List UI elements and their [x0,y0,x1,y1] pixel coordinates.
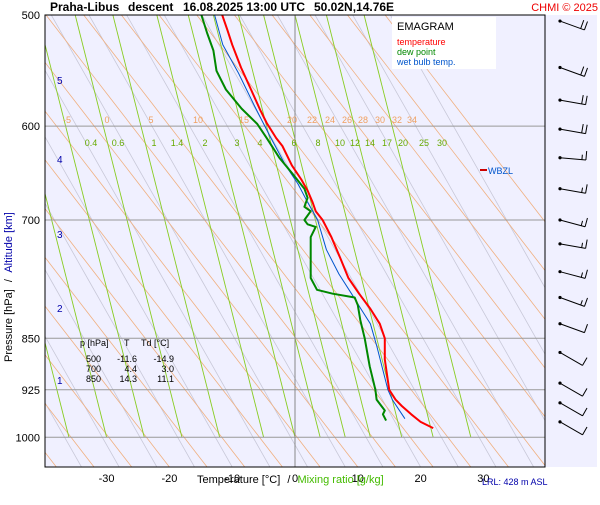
wind-barb-station [558,218,561,221]
wind-barb-station [558,99,561,102]
mixing-ratio-label: 12 [350,138,360,148]
wind-barb-station [558,270,561,273]
mixing-ratio-label: 1.4 [171,138,184,148]
lrl-label: LRL: 428 m ASL [482,477,548,487]
wind-barb-station [558,19,561,22]
mixing-ratio-label: 4 [257,138,262,148]
dry-adiabat-label: 34 [407,115,417,125]
wind-barb-station [558,187,561,190]
wind-barb-station [558,156,561,159]
mixing-ratio-label: 20 [398,138,408,148]
xlabel-mixing: Mixing ratio [g/kg] [297,474,383,486]
mixing-ratio-label: 8 [315,138,320,148]
pressure-tick-label: 850 [22,333,40,345]
legend-dewpoint: dew point [397,47,436,57]
mixing-ratio-label: 2 [202,138,207,148]
dry-adiabat-label: 32 [392,115,402,125]
table-cell: 700 [86,364,101,374]
dry-adiabat-label: 15 [239,115,249,125]
xlabel-sep: / [287,474,291,486]
wind-barb-station [558,128,561,131]
mixing-ratio-label: 3 [234,138,239,148]
credit: CHMI © 2025 [531,2,598,14]
altitude-tick-label: 5 [57,76,63,87]
wind-barb-station [558,66,561,69]
ylabel: Pressure [hPa] / Altitude [km] [3,212,15,362]
temperature-tick-label: -20 [161,473,177,485]
table-cell: 11.1 [157,374,174,384]
wind-barb-station [558,242,561,245]
pressure-tick-label: 1000 [16,432,40,444]
temperature-tick-label: -30 [99,473,115,485]
table-header-p: p [hPa] [80,338,109,348]
pressure-tick-label: 700 [22,215,40,227]
header-coords: 50.02N,14.76E [314,0,394,14]
mixing-ratio-label: 6 [291,138,296,148]
dry-adiabat-label: -5 [63,115,71,125]
table-header-td: Td [°C] [141,338,169,348]
legend-title: EMAGRAM [397,21,454,33]
xlabel: Temperature [°C] / Mixing ratio [g/kg] [197,474,384,486]
wind-barb-station [558,401,561,404]
mixing-ratio-label: 30 [437,138,447,148]
wind-barb-station [558,420,561,423]
altitude-tick-label: 4 [57,155,63,166]
altitude-tick-label: 1 [57,376,63,387]
mixing-ratio-label: 14 [365,138,375,148]
mixing-ratio-label: 25 [419,138,429,148]
wind-barb-station [558,382,561,385]
dry-adiabat-label: 0 [104,115,109,125]
legend-wetbulb: wet bulb temp. [396,57,456,67]
header-station: Praha-Libus [50,0,120,14]
table-header-t: T [124,338,130,348]
mixing-ratio-label: 10 [335,138,345,148]
table-cell: 3.0 [161,364,174,374]
ylabel-altitude: Altitude [km] [3,212,15,273]
dry-adiabat-label: 28 [358,115,368,125]
wind-barb-station [558,296,561,299]
table-cell: 500 [86,354,101,364]
header-datetime: 16.08.2025 13:00 UTC [183,0,305,14]
pressure-tick-label: 600 [22,121,40,133]
ylabel-pressure: Pressure [hPa] [3,289,15,362]
sounding-table: p [hPa] T Td [°C] 500 -11.6 -14.9 700 4.… [80,338,174,384]
table-cell: -14.9 [153,354,174,364]
dry-adiabat-label: 5 [148,115,153,125]
mixing-ratio-label: 1 [151,138,156,148]
dry-adiabat-label: 26 [342,115,352,125]
dry-adiabat-label: 30 [375,115,385,125]
table-cell: -11.6 [117,354,137,364]
altitude-tick-label: 3 [57,230,63,241]
table-cell: 850 [86,374,101,384]
temperature-tick-label: 20 [414,473,426,485]
dry-adiabat-label: 20 [287,115,297,125]
table-cell: 4.4 [124,364,137,374]
ylabel-sep: / [3,278,15,282]
legend-temperature: temperature [397,37,446,47]
table-cell: 14.3 [119,374,137,384]
pressure-tick-label: 925 [22,385,40,397]
altitude-tick-label: 2 [57,304,63,315]
pressure-tick-label: 500 [22,10,40,22]
dry-adiabat-label: 22 [307,115,317,125]
mixing-ratio-label: 0.4 [85,138,98,148]
xlabel-temperature: Temperature [°C] [197,474,280,486]
dry-adiabat-label: 10 [193,115,203,125]
mixing-ratio-label: 0.6 [112,138,125,148]
dry-adiabat-label: 24 [325,115,335,125]
wind-barb-station [558,322,561,325]
mixing-ratio-label: 17 [382,138,392,148]
wind-barb-station [558,351,561,354]
wbzl-label: WBZL [488,166,513,176]
header-mode: descent [128,0,173,14]
